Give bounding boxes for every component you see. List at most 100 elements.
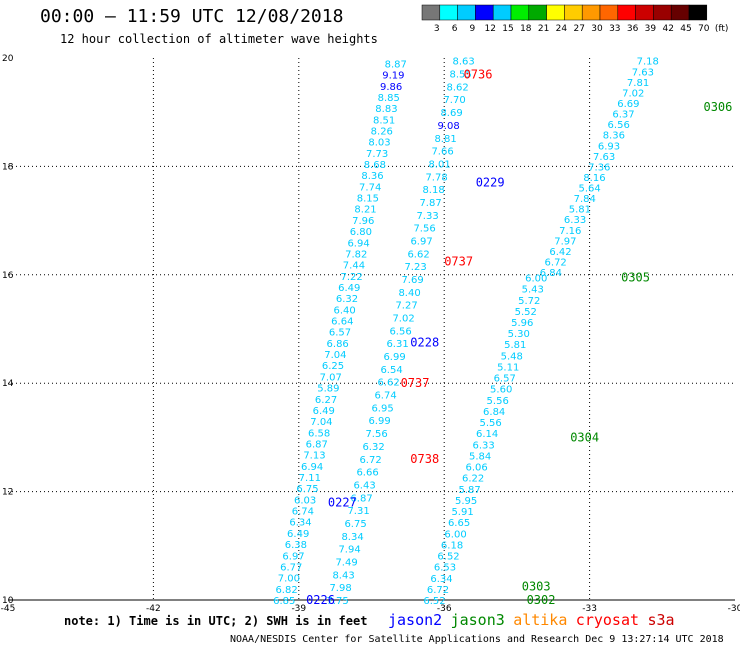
wave-height-label: 8.36 (361, 171, 383, 182)
colorbar-swatch (635, 4, 654, 21)
wave-height-label: 6.31 (386, 339, 408, 350)
wave-height-label: 5.72 (518, 296, 540, 307)
colorbar-swatch (439, 4, 458, 21)
wave-height-label: 6.97 (410, 236, 432, 247)
colorbar-swatch (492, 4, 512, 21)
x-tick-label: -30 (728, 604, 740, 614)
wave-height-label: 7.02 (392, 314, 414, 325)
pass-time-label: 0304 (570, 430, 599, 444)
y-tick-label: 12 (2, 488, 13, 498)
wave-height-label: 8.87 (385, 59, 407, 70)
wave-height-label: 7.87 (419, 198, 441, 209)
wave-height-label: 9.86 (380, 82, 402, 93)
wave-height-label: 5.30 (508, 329, 530, 340)
chart-footer: NOAA/NESDIS Center for Satellite Applica… (230, 634, 724, 645)
wave-height-label: 6.03 (294, 495, 316, 506)
colorbar-swatch (653, 4, 672, 21)
colorbar-label: 36 (627, 24, 639, 34)
wave-height-label: 6.62 (377, 378, 399, 389)
wave-height-label: 7.70 (443, 95, 465, 106)
wave-height-label: 7.82 (345, 249, 367, 260)
wave-height-label: 8.63 (452, 57, 474, 68)
pass-time-label: 0737 (401, 376, 430, 390)
colorbar-swatch (546, 4, 565, 21)
pass-time-label: 0306 (703, 100, 732, 114)
legend-entry: altika (513, 611, 567, 629)
wave-height-label: 6.38 (285, 540, 307, 551)
wave-height-label: 6.43 (353, 480, 375, 491)
wave-height-label: 7.44 (343, 261, 365, 272)
wave-height-label: 7.07 (320, 372, 342, 383)
pass-time-label: 0303 (522, 579, 551, 593)
wave-height-label: 7.36 (588, 162, 610, 173)
wave-height-label: 6.32 (336, 294, 358, 305)
wave-height-label: 5.96 (511, 318, 533, 329)
wave-height-label: 8.68 (364, 160, 386, 171)
wave-height-label: 6.64 (331, 317, 353, 328)
pass-time-label: 0228 (410, 336, 439, 350)
pass-time-label: 0302 (527, 593, 556, 607)
wave-height-label: 6.49 (287, 529, 309, 540)
wave-height-label: 6.58 (308, 428, 330, 439)
wave-height-label: 6.53 (434, 563, 456, 574)
wave-height-label: 6.34 (430, 574, 452, 585)
colorbar-label: 12 (484, 24, 495, 34)
wave-height-label: 7.11 (299, 473, 321, 484)
colorbar-swatch (528, 4, 547, 21)
wave-height-label: 7.31 (347, 506, 369, 517)
wave-height-label: 6.54 (380, 365, 402, 376)
wave-height-label: 6.74 (292, 507, 314, 518)
wave-height-label: 7.78 (425, 172, 447, 183)
wave-height-label: 5.87 (458, 485, 480, 496)
wave-height-label: 6.62 (407, 249, 429, 260)
wave-height-label: 8.26 (371, 126, 393, 137)
wave-height-label: 6.25 (322, 361, 344, 372)
wave-height-label: 7.73 (366, 149, 388, 160)
colorbar-label: (ft) (715, 24, 729, 34)
wave-height-label: 5.81 (504, 340, 526, 351)
wave-height-label: 9.19 (382, 71, 404, 82)
wave-height-label: 8.81 (434, 134, 456, 145)
wave-height-label: 6.82 (275, 585, 297, 596)
wave-height-label: 5.89 (317, 384, 339, 395)
colorbar-label: 27 (573, 24, 584, 34)
wave-height-label: 6.84 (540, 268, 562, 279)
wave-height-label: 5.56 (487, 396, 509, 407)
colorbar-label: 33 (609, 24, 620, 34)
wave-height-label: 7.22 (340, 272, 362, 283)
pass-time-label: 0229 (476, 176, 505, 190)
pass-time-label: 0736 (464, 67, 493, 81)
colorbar-label: 9 (470, 24, 476, 34)
wave-height-label: 6.87 (350, 493, 372, 504)
chart-title: 00:00 – 11:59 UTC 12/08/2018 (40, 6, 344, 27)
wave-height-label: 5.48 (501, 351, 523, 362)
wave-height-label: 6.52 (423, 596, 445, 607)
wave-height-label: 8.83 (375, 104, 397, 115)
wave-height-label: 5.84 (469, 451, 491, 462)
wave-height-label: 6.33 (564, 215, 586, 226)
x-tick-label: -39 (291, 604, 306, 614)
wave-height-label: 5.81 (569, 205, 591, 216)
wave-height-label: 6.72 (545, 258, 567, 269)
colorbar-swatch (617, 4, 636, 21)
wave-height-label: 6.77 (280, 562, 302, 573)
colorbar-label: 18 (520, 24, 532, 34)
colorbar-swatch (421, 4, 441, 21)
y-tick-label: 18 (2, 162, 14, 172)
wave-height-label: 6.22 (462, 474, 484, 485)
colorbar-swatch (670, 4, 690, 21)
y-tick-label: 20 (2, 54, 14, 64)
wave-height-label: 6.27 (315, 395, 337, 406)
wave-height-label: 8.34 (341, 532, 363, 543)
wave-height-label: 8.40 (398, 288, 420, 299)
wave-height-label: 6.56 (389, 326, 411, 337)
wave-height-label: 7.94 (338, 545, 360, 556)
wave-height-label: 6.75 (344, 519, 366, 530)
wave-height-label: 6.57 (329, 328, 351, 339)
colorbar-label: 30 (591, 24, 603, 34)
colorbar-label: 3 (434, 24, 440, 34)
colorbar-swatch (581, 4, 601, 21)
wave-height-label: 5.91 (451, 507, 473, 518)
wave-height-label: 5.60 (490, 385, 512, 396)
